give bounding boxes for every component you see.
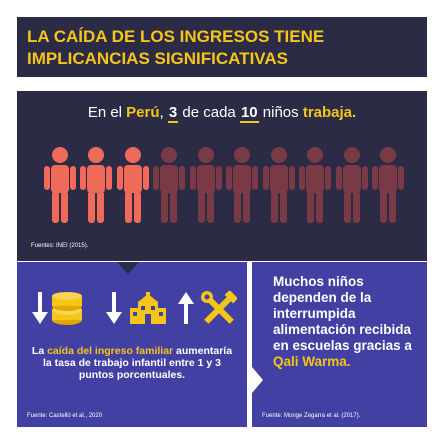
child-figure <box>262 147 295 223</box>
sentence-text: de cada <box>178 104 240 121</box>
tools-icon <box>201 291 237 324</box>
header-banner: LA CAÍDA DE LOS INGRESOS TIENE IMPLICANC… <box>17 17 427 77</box>
speech-notch <box>117 262 139 274</box>
speech-notch <box>252 367 263 393</box>
child-figure <box>153 147 186 223</box>
child-figure <box>226 147 259 223</box>
child-figure <box>371 147 404 223</box>
source-note: Fuente: Monge Zegarra et al. (2017). <box>262 413 361 419</box>
child-figure <box>335 147 368 223</box>
sentence-text: niños <box>258 104 303 121</box>
text-part: La <box>31 345 48 357</box>
income-drop-panel: La caída del ingreso familiar aumentaría… <box>17 262 247 427</box>
child-figures <box>44 146 404 226</box>
arrow-down-icon <box>32 292 48 324</box>
income-drop-text: La caída del ingreso familiar aumentaría… <box>27 345 237 381</box>
child-figure <box>189 147 222 223</box>
source-note: Fuente: Castelló et al., 2020 <box>27 413 103 419</box>
verb-highlight: trabaja. <box>302 104 357 121</box>
country-highlight: Perú <box>126 104 160 121</box>
page-title: LA CAÍDA DE LOS INGRESOS TIENE IMPLICANC… <box>27 27 325 68</box>
school-meals-panel: Muchos niños dependen de la interrumpida… <box>252 262 427 427</box>
coins-icon <box>52 292 82 325</box>
school-icon <box>130 292 166 324</box>
child-figure-working <box>44 147 76 223</box>
child-figure <box>299 147 332 223</box>
sentence-text: , <box>159 104 168 121</box>
school-meals-text: Muchos niños dependen de la interrumpida… <box>273 274 421 370</box>
arrow-up-icon <box>178 292 194 324</box>
child-figure-working <box>80 147 113 223</box>
statistic-panel: En el Perú, 3 de cada 10 niños trabaja. … <box>17 91 427 261</box>
sentence-text: En el <box>87 104 127 121</box>
icon-row <box>31 290 237 330</box>
text-part: Muchos niños dependen de la interrumpida… <box>273 274 412 353</box>
child-figure-working <box>116 147 149 223</box>
qali-warma-highlight: Qali Warma. <box>273 354 351 369</box>
number-ten: 10 <box>239 104 259 123</box>
number-three: 3 <box>167 104 179 123</box>
text-part: aumentaría la tasa de trabajo infantil e… <box>43 345 233 381</box>
source-note: Fuentes: INEI (2015). <box>31 243 89 249</box>
income-drop-highlight: caída del ingreso familiar <box>47 345 174 357</box>
arrow-down-icon <box>106 292 122 324</box>
statistic-sentence: En el Perú, 3 de cada 10 niños trabaja. <box>17 103 427 123</box>
